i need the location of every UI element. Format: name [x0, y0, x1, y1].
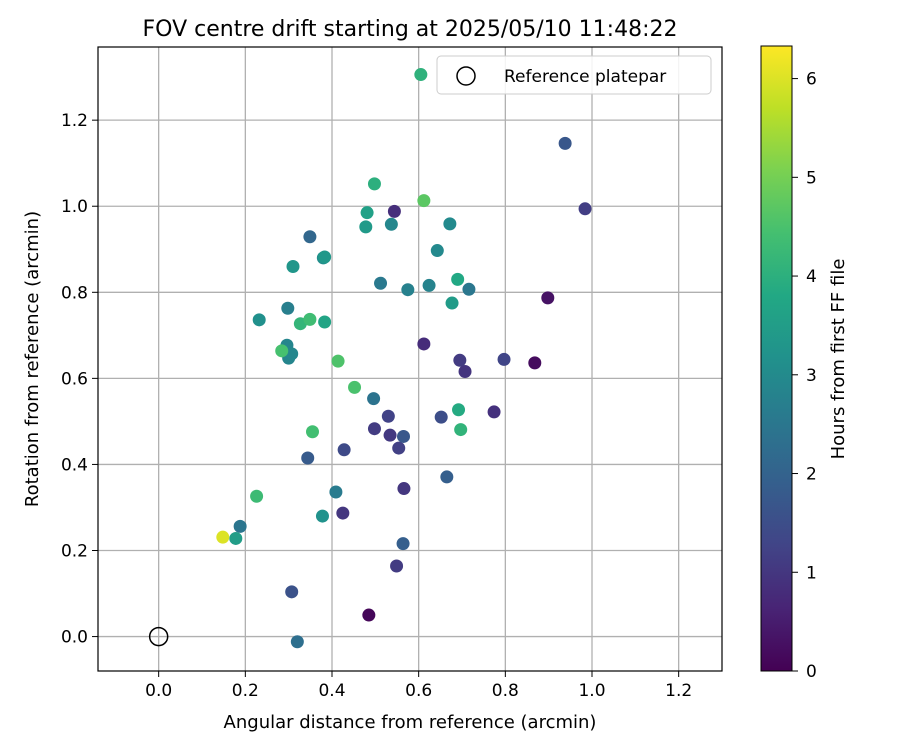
legend: Reference platepar	[436, 55, 712, 95]
data-point	[390, 559, 404, 573]
data-point	[303, 230, 317, 244]
data-point	[381, 409, 395, 423]
data-point	[453, 353, 467, 367]
data-point	[443, 217, 457, 231]
legend-label: Reference platepar	[504, 67, 666, 87]
data-point	[541, 291, 555, 305]
data-point	[285, 347, 299, 361]
data-point	[275, 344, 289, 358]
data-point	[454, 423, 468, 437]
colorbar-tick-label: 3	[806, 366, 817, 386]
data-point	[452, 403, 466, 417]
data-point	[359, 220, 373, 234]
data-point	[367, 422, 381, 436]
data-point	[367, 392, 381, 406]
data-point	[306, 425, 319, 439]
colorbar-tick-label: 2	[806, 465, 817, 485]
data-point	[440, 470, 454, 484]
data-point	[401, 283, 415, 297]
data-point	[233, 519, 247, 533]
data-point	[318, 250, 332, 264]
legend-box	[436, 55, 712, 95]
data-point	[417, 194, 431, 208]
data-point	[329, 485, 343, 499]
x-axis-ticks: 0.0 0.2 0.4 0.6 0.8 1.0 1.2	[145, 671, 692, 701]
data-point	[397, 482, 411, 496]
reference-marker	[148, 626, 169, 647]
data-point	[318, 315, 332, 329]
y-tick-label: 1.0	[61, 197, 88, 217]
colorbar-tick-label: 1	[806, 563, 817, 583]
data-point	[462, 282, 476, 296]
x-tick-label: 0.2	[232, 681, 259, 701]
data-point	[286, 259, 300, 273]
data-point	[336, 506, 350, 520]
y-axis-label: Rotation from reference (arcmin)	[22, 211, 43, 507]
data-point	[374, 276, 388, 290]
data-point	[301, 451, 315, 465]
data-point	[417, 337, 431, 351]
data-point	[387, 204, 401, 218]
data-point	[360, 206, 374, 220]
data-point	[397, 429, 410, 443]
scatter-points	[216, 68, 592, 649]
x-tick-label: 1.0	[578, 681, 605, 701]
data-point	[422, 278, 436, 292]
data-point	[281, 301, 295, 315]
x-tick-label: 1.2	[665, 681, 692, 701]
data-point	[384, 217, 398, 231]
data-point	[252, 313, 266, 327]
y-tick-label: 0.8	[61, 283, 88, 303]
data-point	[392, 441, 406, 455]
data-point	[396, 537, 410, 551]
colorbar-tick-label: 0	[806, 662, 817, 682]
colorbar-label: Hours from first FF file	[828, 259, 849, 460]
y-tick-label: 0.0	[61, 628, 88, 648]
data-point	[558, 136, 572, 150]
data-point	[303, 312, 317, 326]
chart-title: FOV centre drift starting at 2025/05/10 …	[143, 17, 678, 42]
data-point	[290, 635, 304, 649]
legend-reference-icon	[456, 66, 476, 86]
data-point	[497, 352, 511, 366]
data-point	[451, 272, 465, 286]
y-tick-label: 0.6	[61, 369, 88, 389]
x-axis-label: Angular distance from reference (arcmin)	[224, 712, 597, 733]
data-point	[430, 244, 444, 258]
data-point	[315, 509, 329, 523]
colorbar	[760, 45, 793, 672]
data-point	[331, 354, 345, 368]
data-point	[367, 177, 381, 191]
data-point	[250, 489, 264, 503]
data-point	[216, 530, 230, 544]
data-point	[285, 585, 299, 599]
data-point	[337, 443, 351, 457]
x-tick-label: 0.4	[318, 681, 345, 701]
y-tick-label: 0.4	[61, 455, 88, 475]
y-tick-label: 1.2	[61, 111, 88, 131]
data-point	[487, 405, 501, 419]
data-point	[445, 296, 459, 310]
colorbar-ticks: 0 1 2 3 4 5 6	[792, 70, 817, 682]
data-point	[458, 364, 472, 378]
colorbar-tick-label: 6	[806, 70, 817, 90]
data-point	[348, 380, 362, 394]
data-point	[528, 356, 542, 370]
x-tick-label: 0.0	[145, 681, 172, 701]
data-point	[229, 531, 243, 545]
colorbar-tick-label: 5	[806, 168, 817, 188]
y-tick-label: 0.2	[61, 542, 88, 562]
data-point	[434, 410, 448, 424]
x-tick-label: 0.6	[405, 681, 432, 701]
data-point	[578, 202, 592, 216]
data-point	[414, 68, 428, 82]
x-tick-label: 0.8	[492, 681, 519, 701]
y-axis-ticks: 0.0 0.2 0.4 0.6 0.8 1.0 1.2	[61, 111, 98, 648]
data-point	[362, 608, 376, 622]
data-point	[383, 428, 397, 442]
colorbar-tick-label: 4	[806, 267, 817, 287]
plot-frame	[97, 46, 723, 672]
